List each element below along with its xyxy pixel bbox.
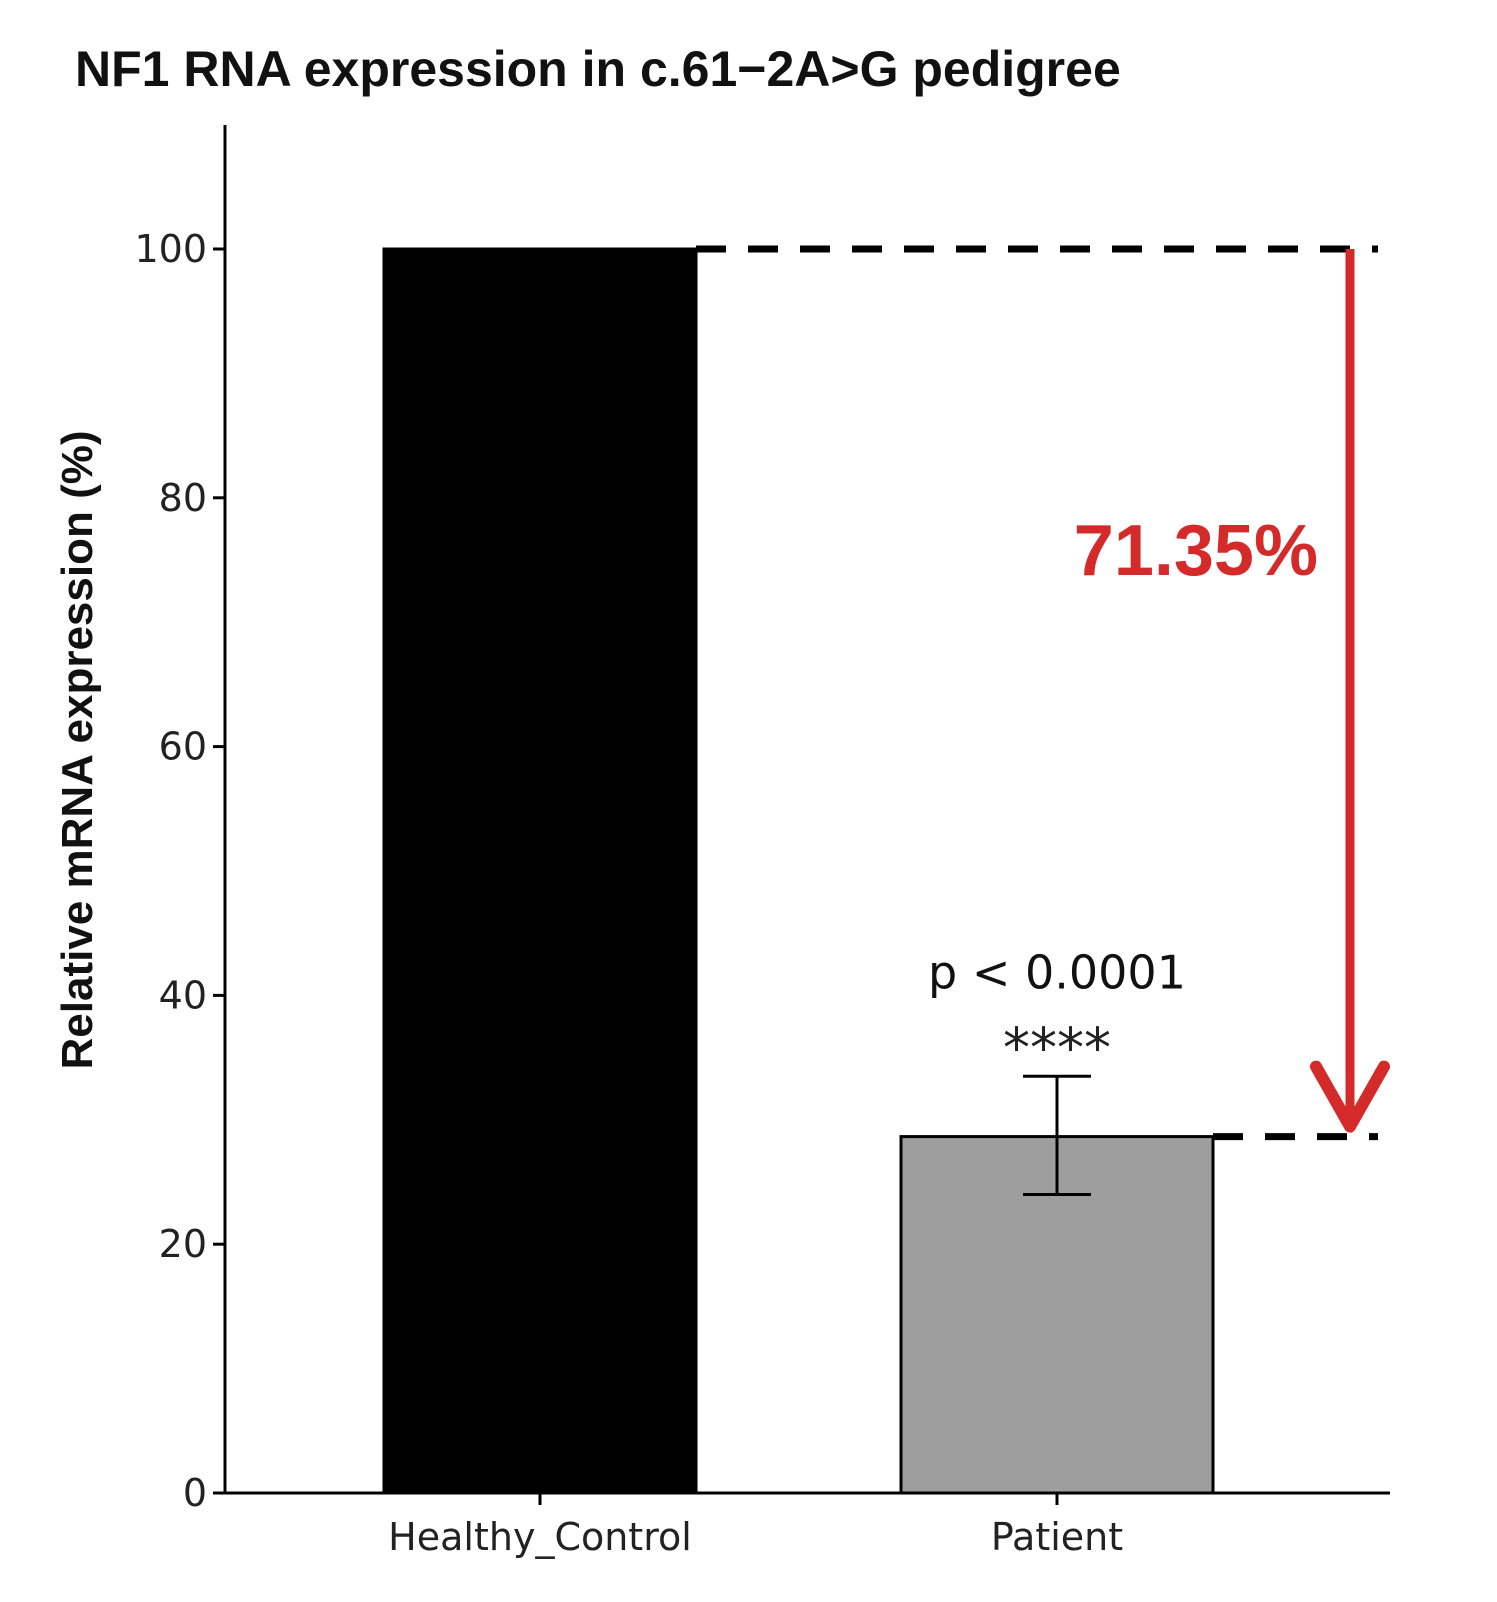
significance-stars: **** xyxy=(1003,1016,1111,1079)
bars xyxy=(382,247,1215,1495)
y-tick-label: 20 xyxy=(159,1222,207,1266)
y-axis-label: Relative mRNA expression (%) xyxy=(53,430,102,1069)
p-value-label: p < 0.0001 xyxy=(928,945,1186,999)
x-tick-label: Healthy_Control xyxy=(388,1515,692,1559)
reduction-arrow-icon xyxy=(1310,249,1390,1133)
y-tick-label: 60 xyxy=(159,725,207,769)
y-tick-label: 40 xyxy=(159,973,207,1017)
y-tick-label: 100 xyxy=(134,227,207,271)
reference-lines xyxy=(696,245,1378,1141)
reduction-label: 71.35% xyxy=(1074,511,1318,591)
bar-healthy-control xyxy=(382,247,698,1495)
x-axis-ticks: Healthy_Control Patient xyxy=(388,1493,1123,1559)
y-tick-label: 0 xyxy=(183,1471,207,1515)
x-tick-label: Patient xyxy=(991,1515,1123,1559)
chart-title: NF1 RNA expression in c.61−2A>G pedigree xyxy=(75,41,1121,97)
y-tick-label: 80 xyxy=(159,476,207,520)
y-axis-ticks: 0 20 40 60 80 100 xyxy=(134,227,225,1515)
arrow-head xyxy=(1310,1060,1390,1133)
error-bars xyxy=(1023,1074,1091,1196)
